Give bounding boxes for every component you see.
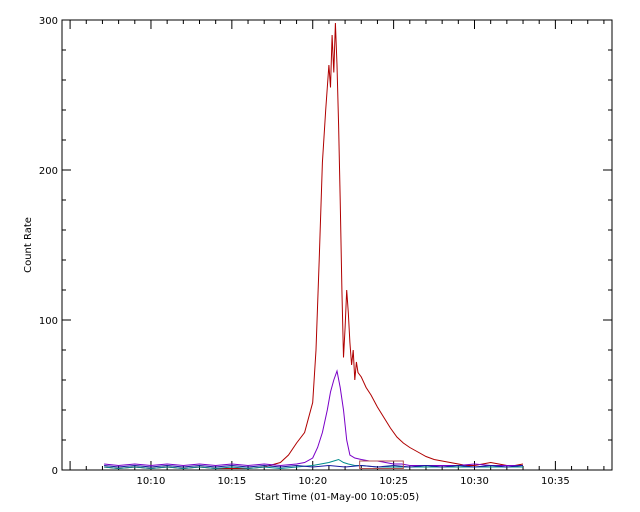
axis-ticks bbox=[62, 19, 612, 471]
x-tick-label: 10:35 bbox=[541, 476, 570, 487]
y-axis-title: Count Rate bbox=[23, 217, 34, 273]
series-layer bbox=[104, 22, 524, 470]
series-line-red bbox=[104, 22, 524, 470]
y-tick-label: 0 bbox=[52, 466, 58, 477]
y-tick-label: 300 bbox=[39, 16, 58, 27]
x-tick-label: 10:15 bbox=[217, 476, 246, 487]
x-tick-label: 10:25 bbox=[379, 476, 408, 487]
x-tick-label: 10:10 bbox=[137, 476, 166, 487]
y-tick-label: 200 bbox=[39, 166, 58, 177]
y-tick-label: 100 bbox=[39, 316, 58, 327]
plot-frame bbox=[61, 19, 613, 471]
tick-labels: 0 100 200 300 10:10 10:15 10:20 10:25 10:30 10:35 bbox=[39, 16, 570, 487]
x-tick-label: 10:30 bbox=[460, 476, 489, 487]
x-axis-title: Start Time (01-May-00 10:05:05) bbox=[255, 492, 419, 503]
x-tick-label: 10:20 bbox=[298, 476, 327, 487]
series-line-purple bbox=[104, 369, 523, 467]
highlight-box bbox=[359, 460, 404, 469]
series-line-blue bbox=[104, 464, 524, 468]
